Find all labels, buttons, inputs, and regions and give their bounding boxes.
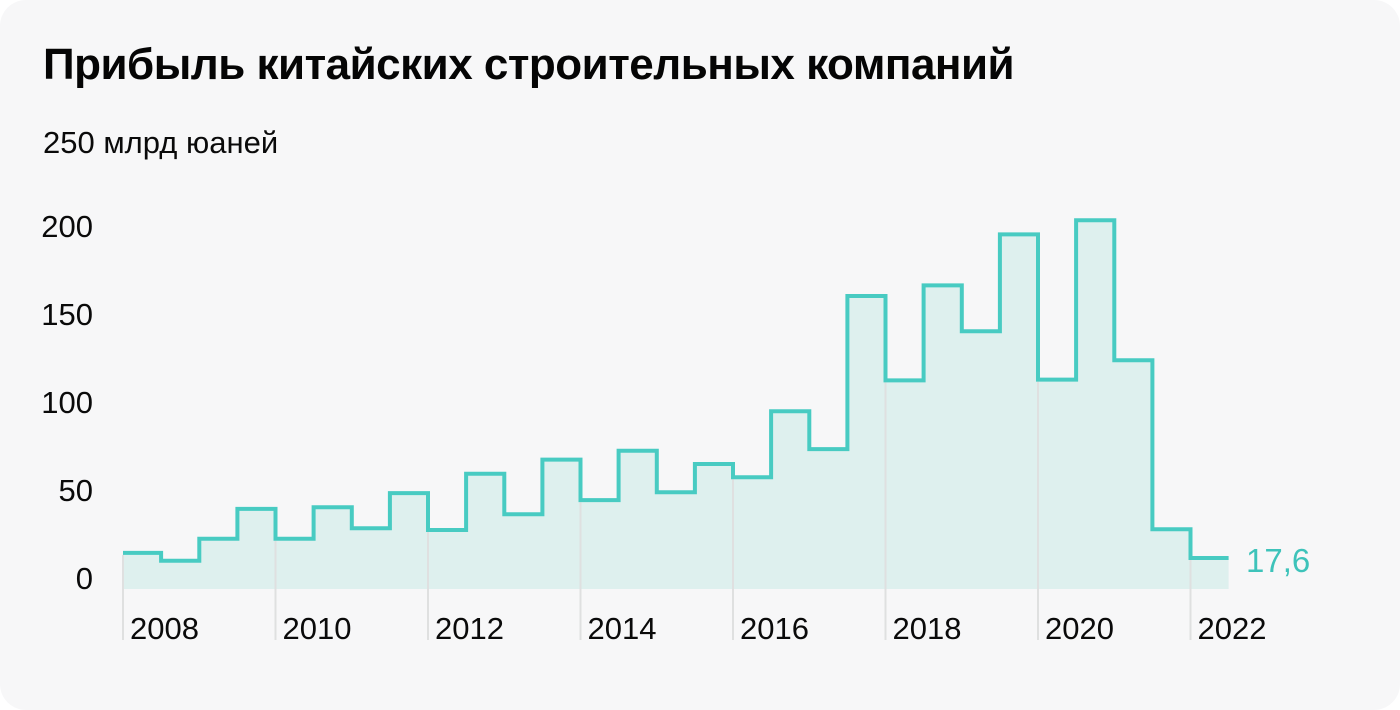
y-tick-label: 0 (76, 561, 93, 596)
y-tick-label: 150 (41, 297, 93, 332)
chart-title: Прибыль китайских строительных компаний (43, 40, 1015, 89)
x-tick-label: 2020 (1045, 611, 1114, 646)
x-tick-label: 2016 (740, 611, 809, 646)
x-tick-label: 2008 (130, 611, 199, 646)
profit-step-line (123, 218, 1229, 563)
y-tick-label: 200 (41, 209, 93, 244)
x-tick-label: 2014 (588, 611, 657, 646)
x-tick-label: 2012 (435, 611, 504, 646)
y-axis-unit-label: 250 млрд юаней (43, 125, 279, 160)
x-tick-label: 2018 (893, 611, 962, 646)
profit-area-fill (123, 220, 1229, 590)
y-tick-label: 100 (41, 385, 93, 420)
last-value-label: 17,6 (1246, 542, 1310, 579)
x-tick-label: 2022 (1198, 611, 1267, 646)
x-tick-label: 2010 (283, 611, 352, 646)
y-tick-label: 50 (59, 473, 93, 508)
